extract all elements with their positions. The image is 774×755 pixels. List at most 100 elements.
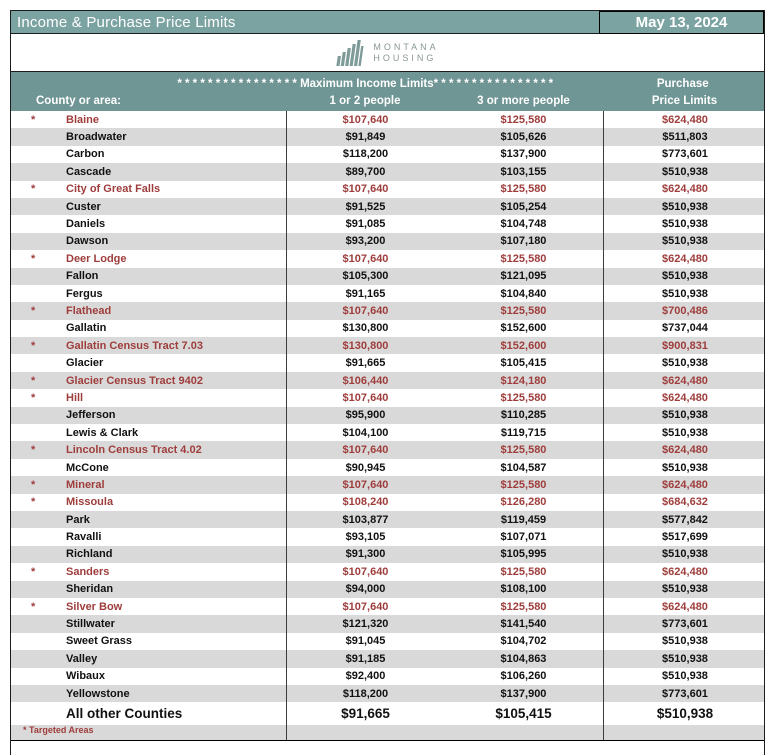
county-name: All other Counties [66,706,183,722]
table-row: McCone $90,945 $104,587 $510,938 [11,458,766,477]
purchase-price: $510,938 [603,458,766,477]
table-row: Custer $91,525 $105,254 $510,938 [11,197,764,216]
table-row: Jefferson $95,900 $110,285 $510,938 [11,406,764,425]
income-3plus: $104,863 [500,652,547,665]
targeted-asterisk: * [31,113,36,126]
income-3plus: $119,715 [500,426,547,439]
targeted-asterisk: * [31,478,36,491]
purchase-header-line1: Purchase [656,77,709,90]
county-name: Sweet Grass [66,635,133,648]
income-1-2: $92,400 [286,667,444,685]
purchase-price: $700,486 [603,302,766,320]
purchase-price: $624,480 [603,563,766,581]
county-name: Gallatin [66,322,107,335]
purchase-price: $517,699 [603,528,766,546]
title-bar: Income & Purchase Price Limits May 13, 2… [11,10,764,34]
purchase-price: $510,938 [603,667,766,685]
table-row: Carbon $118,200 $137,900 $773,601 [11,145,764,164]
income-1-2: $107,640 [286,111,444,129]
income-1-2: $107,640 [286,563,444,581]
effective-date: May 13, 2024 [599,10,764,34]
table-row: Daniels $91,085 $104,748 $510,938 [11,215,764,233]
income-3plus: $126,280 [500,496,547,509]
targeted-asterisk: * [31,339,36,352]
purchase-price: $510,938 [603,232,766,251]
bar-chart-logo-icon [336,39,366,66]
county-name: City of Great Falls [66,183,161,196]
income-1-2: $91,185 [286,650,444,668]
table-row: All other Counties $91,665 $105,415 $510… [11,702,764,726]
income-3plus: $105,415 [495,706,552,722]
income-3plus: $104,587 [500,461,547,474]
table-row: Cascade $89,700 $103,155 $510,938 [11,163,766,181]
targeted-asterisk: * [31,183,36,196]
purchase-price: $510,938 [603,163,766,181]
purchase-price: $624,480 [603,111,766,129]
income-3plus: $105,626 [500,131,547,144]
purchase-price: $510,938 [603,354,766,372]
county-name: Missoula [66,496,114,509]
income-1-2: $91,525 [286,197,444,216]
income-1-2: $130,800 [286,319,444,338]
income-1-2: $93,200 [286,232,444,251]
county-name: Daniels [66,218,106,231]
county-name: Sheridan [66,583,114,596]
table-row: Sheridan $94,000 $108,100 $510,938 [11,580,766,598]
income-1-2: $108,240 [286,493,444,511]
income-1-2: $107,640 [286,250,444,268]
income-3plus: $125,580 [500,478,547,491]
purchase-price: $624,480 [603,371,766,390]
purchase-price: $624,480 [603,476,766,494]
income-1-2: $91,165 [286,284,444,303]
county-name: Lincoln Census Tract 4.02 [66,444,202,457]
income-3plus: $104,840 [500,287,547,300]
table-row: * Deer Lodge $107,640 $125,580 $624,480 [11,250,766,268]
income-1-2: $89,700 [286,163,444,181]
county-name: Dawson [66,235,109,248]
table-row: * Mineral $107,640 $125,580 $624,480 [11,476,766,494]
table-row: Fergus $91,165 $104,840 $510,938 [11,284,764,303]
table-row: * Flathead $107,640 $125,580 $700,486 [11,302,766,320]
targeted-asterisk: * [31,600,36,613]
income-1-2: $90,945 [286,458,444,477]
targeted-asterisk: * [31,444,36,457]
income-1-2: $91,849 [286,128,444,146]
purchase-price: $624,480 [603,250,766,268]
income-3plus: $107,180 [500,235,547,248]
county-name: Mineral [66,478,105,491]
county-name: Flathead [66,304,112,317]
table-row: Glacier $91,665 $105,415 $510,938 [11,354,766,372]
table-row: * Sanders $107,640 $125,580 $624,480 [11,563,766,581]
purchase-price: $510,938 [603,267,766,285]
logo-line1: MONTANA [373,41,439,52]
purchase-price: $510,938 [603,632,766,651]
income-3plus: $124,180 [500,374,547,387]
county-name: Hill [66,391,84,404]
income-3plus: $125,580 [500,113,547,126]
income-3plus: $125,580 [500,444,547,457]
income-1-2: $91,665 [286,702,444,726]
income-1-2: $107,640 [286,389,444,407]
table-row: * Blaine $107,640 $125,580 $624,480 [11,111,766,129]
purchase-header-line2: Price Limits [651,95,718,107]
income-3plus: $152,600 [500,322,547,335]
income-1-2: $103,877 [286,510,444,529]
income-1-2: $130,800 [286,337,444,355]
logo-wordmark: MONTANA HOUSING [373,42,438,64]
income-3plus: $125,580 [500,304,547,317]
county-name: Glacier [66,357,104,370]
income-3plus-column-header: 3 or more people [477,95,570,107]
county-name: McCone [66,461,109,474]
county-name: Gallatin Census Tract 7.03 [66,339,203,352]
purchase-price: $511,803 [603,128,766,146]
bottom-strip [11,741,764,750]
county-name: Ravalli [66,531,102,544]
table-row: Gallatin $130,800 $152,600 $737,044 [11,319,764,338]
income-3plus: $125,580 [500,252,547,265]
income-3plus: $125,580 [500,391,547,404]
income-3plus: $125,580 [500,565,547,578]
county-name: Yellowstone [66,687,130,700]
purchase-price: $510,938 [603,580,766,598]
targeted-asterisk: * [31,304,36,317]
county-name: Deer Lodge [66,252,127,265]
